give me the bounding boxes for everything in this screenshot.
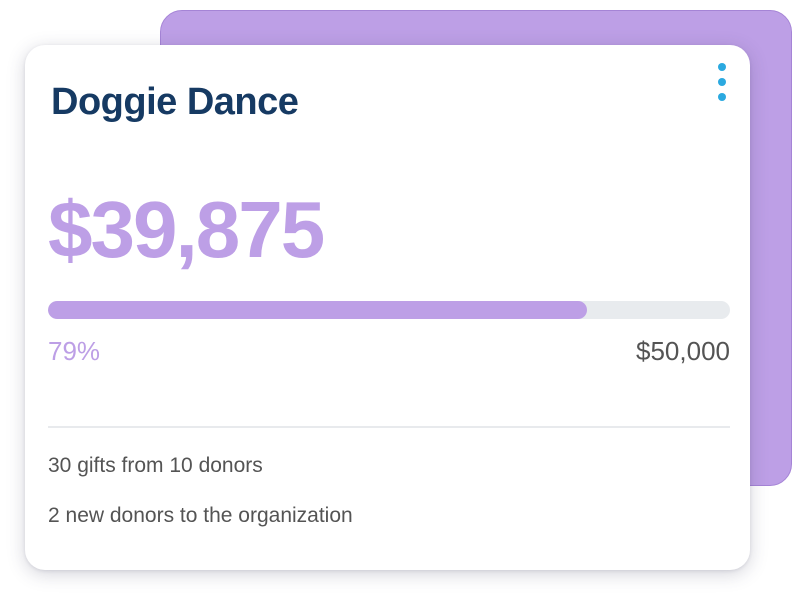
menu-dot — [718, 78, 726, 86]
progress-percent: 79% — [48, 336, 101, 366]
new-donors-stat: 2 new donors to the organization — [48, 504, 353, 527]
more-vertical-icon[interactable] — [713, 63, 731, 101]
goal-amount: $50,000 — [636, 336, 730, 366]
amount-raised: $39,875 — [48, 185, 325, 274]
progress-bar — [48, 301, 730, 319]
divider — [48, 426, 730, 428]
gifts-donors-stat: 30 gifts from 10 donors — [48, 454, 263, 477]
campaign-title: Doggie Dance — [51, 81, 299, 123]
menu-dot — [718, 63, 726, 71]
campaign-card: Doggie Dance $39,875 79% $50,000 30 gift… — [25, 45, 750, 570]
progress-fill — [48, 301, 587, 319]
menu-dot — [718, 93, 726, 101]
